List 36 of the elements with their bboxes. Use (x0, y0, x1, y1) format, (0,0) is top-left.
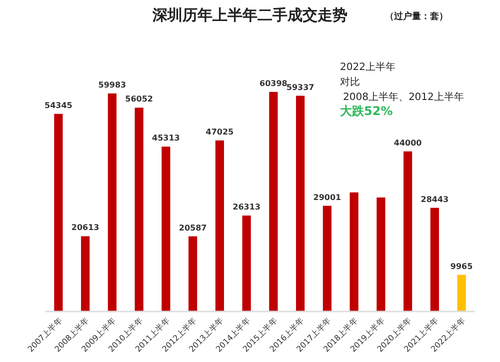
annotation: 2008上半年、2012上半年 (343, 91, 464, 103)
bar (215, 140, 224, 311)
chart-title: 深圳历年上半年二手成交走势 (152, 6, 348, 24)
bar (404, 151, 412, 311)
data-label: 20587 (178, 223, 207, 232)
bar (242, 216, 251, 311)
data-label: 44000 (394, 138, 422, 148)
data-label: 54345 (44, 100, 73, 110)
data-label: 59337 (286, 82, 314, 92)
bar (54, 114, 63, 311)
bar (81, 236, 90, 311)
data-label: 45313 (152, 134, 180, 143)
data-label: 59983 (98, 80, 126, 90)
text: 对比 (340, 76, 360, 88)
annotation: 大跌52% (340, 104, 393, 118)
bar (322, 206, 332, 311)
data-label: 47025 (206, 127, 234, 136)
bar (430, 208, 439, 311)
data-label: 60398 (260, 78, 288, 88)
data-label: 9965 (450, 262, 474, 271)
chart-subtitle: （过户量：套） (385, 11, 448, 22)
text: 2022上半年 (340, 61, 396, 73)
bar (108, 93, 116, 311)
bar (134, 108, 144, 311)
bar (350, 192, 358, 311)
data-label: 29001 (313, 192, 342, 202)
bar (457, 274, 466, 311)
bar (162, 146, 170, 311)
data-label: 26313 (232, 202, 260, 212)
data-label: 28443 (420, 194, 449, 204)
bar (188, 236, 198, 311)
bar (376, 197, 386, 311)
bar (269, 92, 278, 311)
data-label: 20613 (71, 223, 100, 232)
bar (296, 96, 305, 311)
data-label: 56052 (125, 94, 153, 104)
